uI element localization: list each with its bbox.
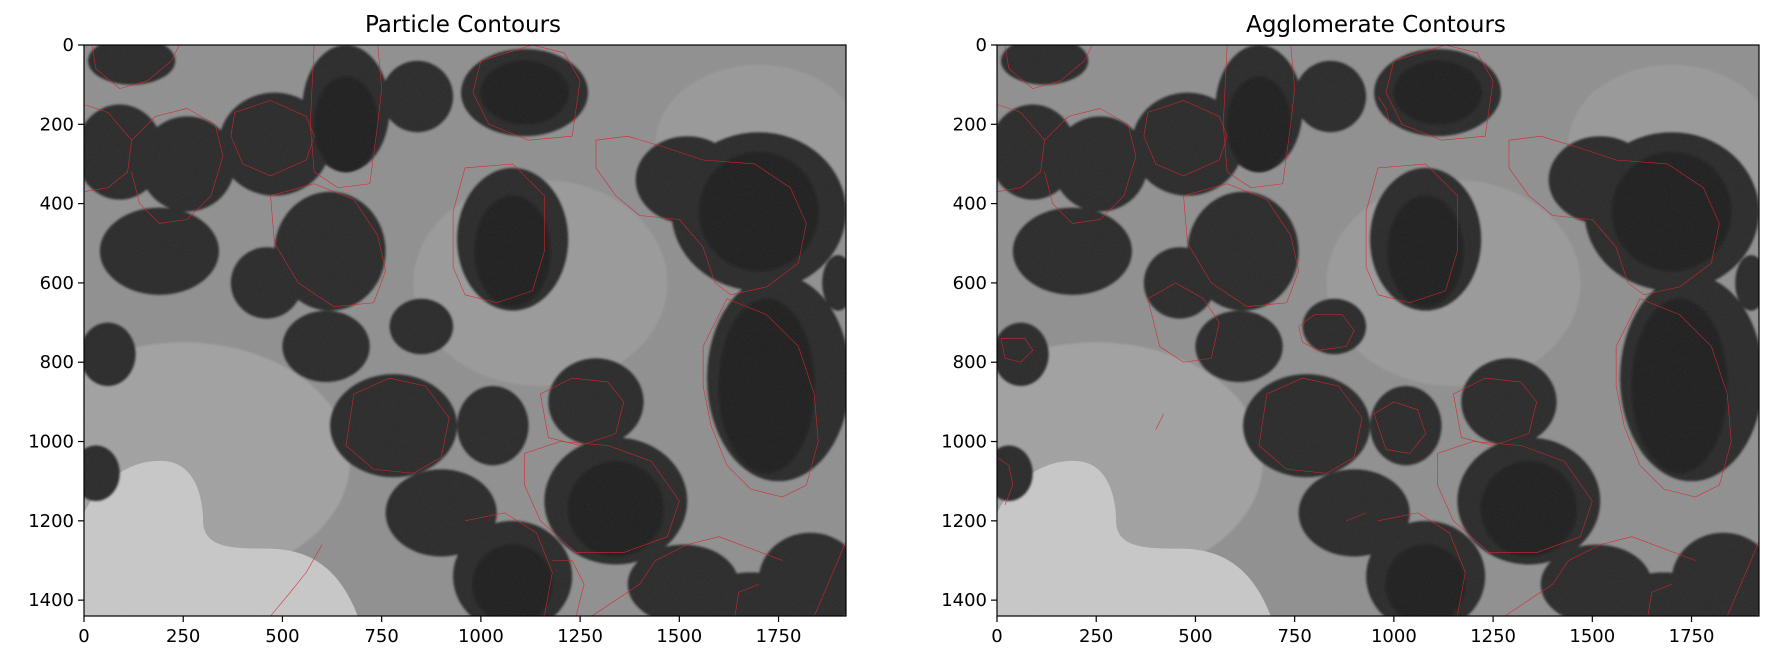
x-tick-label: 1250 [557, 626, 603, 647]
y-tick-label: 200 [953, 114, 987, 135]
y-tick-label: 200 [40, 114, 74, 135]
x-tick-label: 1250 [1470, 626, 1516, 647]
x-tick-label: 1500 [1569, 626, 1615, 647]
x-tick-label: 0 [991, 626, 1002, 647]
x-tick-label: 1750 [1669, 626, 1715, 647]
y-tick-label: 1200 [941, 511, 987, 532]
y-tick-label: 1000 [941, 432, 987, 453]
y-tick-label: 1000 [28, 432, 74, 453]
particle-contours-image [84, 45, 846, 616]
x-tick-label: 750 [364, 626, 398, 647]
y-tick-label: 0 [976, 35, 987, 56]
axes-frame [996, 44, 1760, 617]
y-tick-label: 600 [40, 273, 74, 294]
x-tick-label: 250 [1079, 626, 1113, 647]
y-tick-label: 400 [40, 194, 74, 215]
y-axis: 0 200 400 600 800 1000 1200 1400 [28, 35, 84, 611]
x-tick-label: 1750 [756, 626, 802, 647]
y-tick-label: 800 [40, 352, 74, 373]
x-tick-label: 0 [78, 626, 89, 647]
y-tick-label: 0 [63, 35, 74, 56]
panel-title: Particle Contours [365, 12, 561, 38]
panel-title: Agglomerate Contours [1246, 12, 1506, 38]
agglomerate-contours-panel: Agglomerate Contours 0 250 500 750 1000 1250 1… [941, 12, 1760, 647]
x-axis: 0 250 500 750 1000 1250 1500 1750 [78, 616, 801, 647]
y-tick-label: 400 [953, 194, 987, 215]
x-tick-label: 1000 [1371, 626, 1417, 647]
x-tick-label: 1500 [656, 626, 702, 647]
y-tick-label: 800 [953, 352, 987, 373]
x-tick-label: 500 [265, 626, 299, 647]
x-tick-label: 500 [1178, 626, 1212, 647]
y-tick-label: 600 [953, 273, 987, 294]
y-tick-label: 1400 [941, 590, 987, 611]
x-tick-label: 250 [166, 626, 200, 647]
agglomerate-contours-image [997, 45, 1759, 616]
particle-contours-panel: Particle Contours 0 250 500 750 1000 1250 1500… [28, 12, 847, 647]
y-axis: 0 200 400 600 800 1000 1200 1400 [941, 35, 997, 611]
x-axis: 0 250 500 750 1000 1250 1500 1750 [991, 616, 1714, 647]
axes-frame [83, 44, 847, 617]
y-tick-label: 1400 [28, 590, 74, 611]
x-tick-label: 1000 [458, 626, 504, 647]
y-tick-label: 1200 [28, 511, 74, 532]
x-tick-label: 750 [1277, 626, 1311, 647]
